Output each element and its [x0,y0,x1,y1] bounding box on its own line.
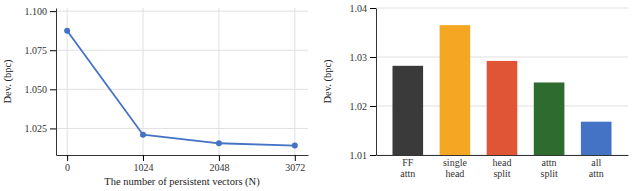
tick-mark [370,8,376,9]
chart: 0 1024 2048 3072 1.025 1.050 1.075 1.100 The num… [0,0,640,191]
bar [581,122,612,155]
tick-label: 1.075 [25,45,48,56]
grid-line [56,89,308,90]
tick-label: 1.03 [350,52,368,63]
tick: 1024 [134,155,154,173]
panel: FFattn singlehead headsplit attnsplit allatt… [322,3,629,179]
tick: 1.01 [350,150,377,161]
tick-label: headsplit [493,157,512,179]
tick: 1.100 [25,6,57,17]
bar [440,25,471,155]
plot-area [64,28,298,149]
axis-line [56,9,57,156]
tick-label: 1.02 [350,101,368,112]
grid-line [56,11,308,12]
tick-label: 2048 [209,162,229,173]
tick-mark [50,89,56,90]
grid-line [56,50,308,51]
grid-line [376,8,628,9]
point [292,143,298,149]
tick: attnsplit [540,155,557,179]
tick: allattn [589,155,604,179]
tick: 1.075 [25,45,57,56]
tick-label: FFattn [400,157,415,179]
bar [487,61,518,155]
tick-label: attnsplit [540,157,557,179]
panel: 0 1024 2048 3072 1.025 1.050 1.075 1.100 The num… [2,6,309,188]
axis-line [57,155,309,156]
bar [392,66,423,155]
tick-label: 1.100 [25,6,48,17]
tick: 3072 [285,155,305,173]
point [64,28,70,34]
tick: 1.02 [350,101,377,112]
grid-line [294,8,295,155]
tick-mark [50,11,56,12]
tick-mark [219,155,220,161]
x-axis-title: The number of persistent vectors (N) [104,176,260,188]
axis: 0 1024 2048 3072 [57,155,309,173]
tick-label: 1024 [134,162,154,173]
tick-mark [67,155,68,161]
axis: 1.01 1.02 1.03 1.04 [350,3,377,161]
grid-line [376,57,628,58]
tick: 1.04 [350,3,377,14]
grid-line [56,128,308,129]
tick-label: 1.050 [25,84,48,95]
tick: 1.025 [25,123,57,134]
point [216,140,222,146]
y-axis-title: Dev. (bpc) [2,59,14,104]
tick: 1.03 [350,52,377,63]
tick-mark [143,155,144,161]
tick-label: 1.04 [350,3,368,14]
line [67,31,295,146]
tick-label: 1.025 [25,123,48,134]
grid-line [218,8,219,155]
tick-mark [295,155,296,161]
grid [376,8,628,155]
point [140,132,146,138]
tick-mark [50,128,56,129]
tick: 0 [65,155,70,173]
tick-mark [370,106,376,107]
tick-mark [370,57,376,58]
axis: FFattn singlehead headsplit attnsplit allatt… [377,155,629,179]
axis-line [377,155,629,156]
y-axis-title: Dev. (bpc) [322,59,334,104]
bar [534,82,565,155]
grid [56,8,308,155]
tick-label: 3072 [285,162,305,173]
tick-mark [370,155,376,156]
tick: FFattn [400,155,415,179]
tick-label: singlehead [443,157,467,179]
plot-area [392,25,611,155]
tick-mark [50,50,56,51]
tick: headsplit [493,155,512,179]
axis-line [376,9,377,156]
tick: 1.050 [25,84,57,95]
tick-label: allattn [589,157,604,179]
tick-label: 1.01 [350,150,368,161]
axis: 1.025 1.050 1.075 1.100 [25,6,57,156]
tick-label: 0 [65,162,70,173]
tick: 2048 [209,155,229,173]
tick: singlehead [443,155,467,179]
